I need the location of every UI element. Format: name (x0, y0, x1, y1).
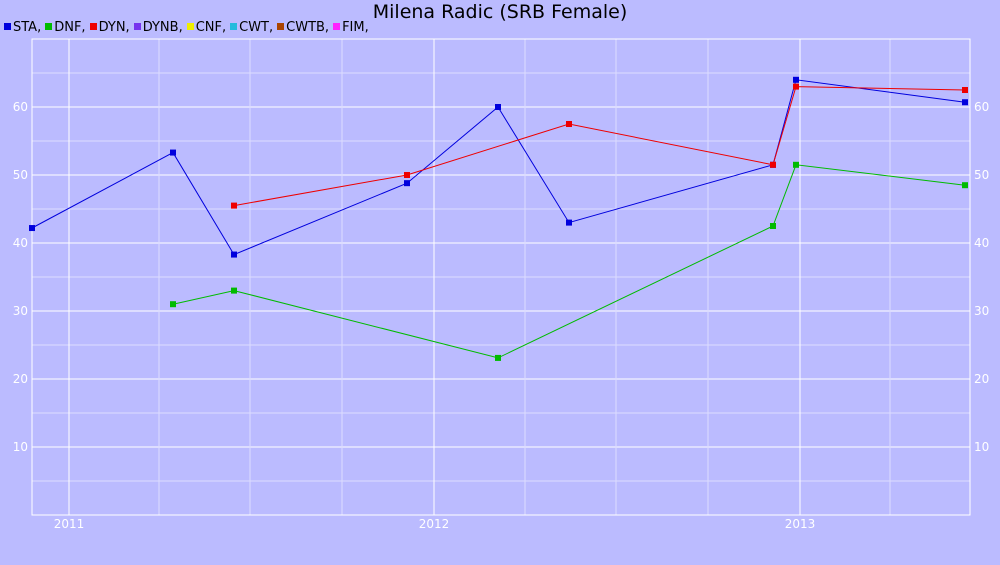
legend-item: STA, (4, 20, 41, 35)
legend-swatch (333, 23, 341, 30)
data-point-sta (170, 149, 176, 156)
data-point-dyn (404, 172, 410, 178)
legend-item: CWT, (230, 20, 273, 35)
legend-label: CNF, (195, 20, 227, 35)
series-line-dnf (172, 164, 966, 359)
chart-title: Milena Radic (SRB Female) (372, 1, 628, 23)
data-point-dnf (231, 287, 237, 294)
data-point-dnf (495, 354, 501, 361)
data-point-sta (495, 104, 501, 110)
data-point-sta (404, 180, 410, 187)
y-tick-label: 20 (13, 372, 28, 386)
legend: STA, DNF, DYN, DYNB, CNF, CWT, CWTB, FIM, (4, 20, 373, 35)
data-point-dyn (566, 121, 572, 127)
legend-label: DYN, (98, 20, 130, 35)
legend-item: CWTB, (277, 20, 329, 35)
y-tick-label-right: 30 (974, 304, 989, 318)
legend-swatch (230, 23, 238, 30)
legend-swatch (277, 23, 285, 30)
y-tick-label: 60 (13, 100, 28, 114)
data-point-dnf (793, 161, 799, 168)
y-tick-label: 40 (13, 236, 28, 250)
y-tick-label: 10 (13, 440, 28, 454)
data-point-dnf (962, 182, 968, 189)
x-tick-label: 2011 (54, 517, 85, 531)
data-point-sta (231, 251, 237, 258)
x-tick-label: 2012 (419, 517, 450, 531)
axis-labels: 10 10 20 20 30 30 40 40 50 50 60 60 2011 2012 2013 (13, 100, 990, 531)
legend-item: DYNB, (133, 20, 183, 35)
legend-item: CNF, (186, 20, 227, 35)
y-tick-label: 50 (13, 168, 28, 182)
y-tick-label-right: 50 (974, 168, 989, 182)
data-point-sta (566, 219, 572, 226)
data-point-dyn (793, 83, 799, 90)
legend-item: DNF, (45, 20, 86, 35)
legend-label: DYNB, (142, 20, 183, 35)
legend-swatch (4, 23, 11, 30)
legend-item: FIM, (333, 20, 369, 35)
series-layer (29, 76, 968, 361)
y-tick-label-right: 60 (974, 100, 989, 114)
data-point-dyn (962, 87, 968, 93)
legend-swatch (133, 23, 141, 30)
data-point-sta (793, 76, 799, 83)
y-tick-label: 30 (13, 304, 28, 318)
data-point-dyn (231, 202, 237, 209)
data-point-sta (962, 99, 968, 106)
x-tick-label: 2013 (785, 517, 816, 531)
legend-label: CWT, (239, 20, 274, 35)
y-tick-label-right: 20 (974, 372, 989, 386)
legend-label: FIM, (342, 20, 369, 35)
y-tick-label-right: 40 (974, 236, 989, 250)
series-line-dyn (233, 86, 966, 207)
legend-item: DYN, (89, 20, 130, 35)
grid (31, 38, 971, 516)
data-point-dyn (770, 161, 776, 168)
y-tick-label-right: 10 (974, 440, 989, 454)
data-point-dnf (170, 301, 176, 308)
legend-swatch (45, 23, 53, 30)
data-point-sta (29, 225, 35, 232)
legend-label: DNF, (54, 20, 86, 35)
data-point-dnf (770, 223, 776, 229)
plot-border (31, 38, 971, 516)
legend-label: STA, (13, 20, 42, 35)
legend-swatch (186, 23, 194, 30)
legend-label: CWTB, (286, 20, 330, 35)
legend-swatch (89, 23, 97, 30)
